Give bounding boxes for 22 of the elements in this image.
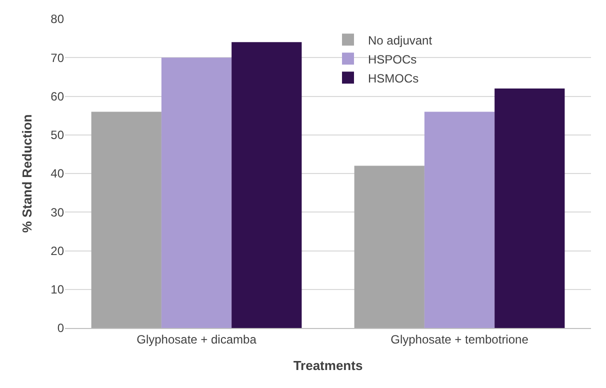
y-tick-label: 10 — [50, 282, 64, 297]
legend-label: HSMOCs — [368, 71, 419, 86]
bar — [232, 42, 302, 328]
y-axis-title: % Stand Reduction — [20, 114, 35, 233]
y-tick-label: 30 — [50, 205, 64, 220]
y-tick-label: 50 — [50, 128, 64, 142]
bar — [494, 88, 565, 328]
x-tick-label: Glyphosate + dicamba — [136, 332, 257, 346]
y-tick-label: 40 — [50, 166, 64, 181]
y-tick-label: 70 — [50, 50, 64, 65]
y-tick-label: 0 — [57, 321, 64, 336]
bar — [354, 166, 424, 328]
y-tick-label: 80 — [50, 12, 64, 26]
bar — [161, 58, 232, 328]
y-tick-label: 60 — [50, 89, 64, 104]
legend-label: No adjuvant — [368, 33, 433, 48]
bar — [91, 112, 162, 328]
x-axis-title: Treatments — [293, 358, 363, 373]
y-tick-label: 20 — [50, 244, 64, 258]
bar — [424, 112, 495, 328]
x-tick-label: Glyphosate + tembotrione — [390, 332, 529, 346]
legend-label: HSPOCs — [368, 52, 417, 66]
